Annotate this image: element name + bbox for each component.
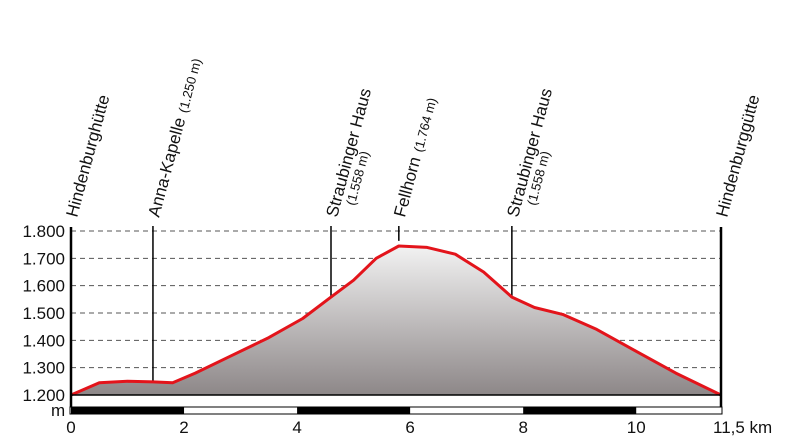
- x-tick-label: 11,5 km: [713, 418, 772, 437]
- waypoint-label: Hindenburghütte: [63, 93, 114, 219]
- waypoint-elevation: (1.764 m): [411, 96, 440, 154]
- waypoint-label: Straubinger Haus(1.558 m): [323, 86, 376, 219]
- x-tick-label: 4: [292, 418, 301, 437]
- waypoint-label: Straubinger Haus(1.558 m): [503, 86, 556, 219]
- y-tick-label: 1.300: [22, 359, 65, 378]
- waypoint-label: Anna-Kapelle(1.250 m): [145, 57, 205, 220]
- scale-bar-segment: [523, 407, 637, 414]
- waypoint-label: Fellhorn(1.764 m): [390, 96, 440, 219]
- y-axis-ticks: 1.200 1.300 1.400 1.500 1.600 1.700 1.800: [22, 222, 65, 405]
- y-tick-label: 1.700: [22, 249, 65, 268]
- x-tick-label: 2: [179, 418, 188, 437]
- x-tick-label: 8: [518, 418, 527, 437]
- axis-layer: [69, 227, 723, 413]
- waypoint-label: Hindenburggütte: [713, 93, 764, 219]
- x-tick-label: 6: [405, 418, 414, 437]
- waypoint-markers: [152, 226, 513, 382]
- waypoint-elevation: (1.250 m): [175, 57, 204, 115]
- distance-scale-bar: [69, 406, 723, 415]
- y-tick-label: 1.800: [22, 222, 65, 241]
- waypoint-name: Hindenburghütte: [63, 93, 114, 219]
- x-axis-ticks: 0 2 4 6 8 10 11,5 km: [66, 418, 772, 437]
- x-tick-label: 10: [627, 418, 646, 437]
- y-axis-unit-label: m: [51, 401, 65, 420]
- scale-bar-segment: [71, 407, 185, 414]
- scale-bar-segment: [297, 407, 411, 414]
- x-tick-label: 0: [66, 418, 75, 437]
- waypoint-name: Anna-Kapelle: [145, 116, 190, 220]
- elevation-profile-line: [70, 244, 722, 397]
- waypoint-name: Hindenburggütte: [713, 93, 764, 219]
- waypoint-labels: Hindenburghütte Anna-Kapelle(1.250 m) Stra…: [63, 57, 764, 220]
- y-tick-label: 1.500: [22, 304, 65, 323]
- y-tick-label: 1.200: [22, 386, 65, 405]
- profile-area: [71, 246, 721, 395]
- y-tick-label: 1.400: [22, 331, 65, 350]
- y-tick-label: 1.600: [22, 277, 65, 296]
- waypoint-name: Fellhorn: [390, 155, 424, 219]
